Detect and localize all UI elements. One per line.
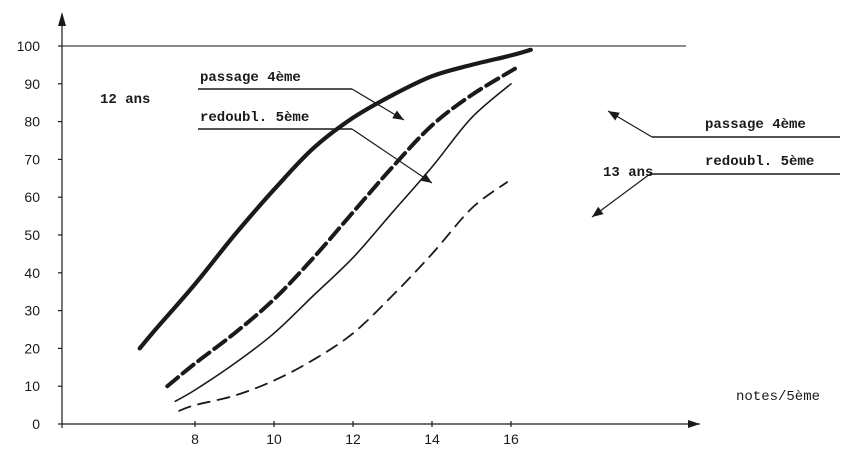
pointer-arrowhead (592, 206, 604, 217)
group-label-12-ans: 12 ans (100, 92, 150, 108)
pointer-arrowhead (608, 111, 620, 121)
x-tick-label: 12 (345, 431, 361, 447)
y-tick-label: 10 (24, 378, 40, 394)
series-passage-4eme-12ans (137, 47, 533, 351)
series-redoubl-5eme-12ans (165, 66, 517, 389)
pointer-arrowhead (392, 110, 404, 120)
y-tick-label: 0 (32, 416, 40, 432)
pointer-line (591, 173, 651, 218)
pointer-line (351, 128, 433, 184)
x-tick-label: 16 (503, 431, 519, 447)
label-redoubl-5eme-12ans: redoubl. 5ème (200, 110, 309, 126)
y-tick-label: 100 (17, 38, 41, 54)
series-redoubl-5eme-13ans (178, 181, 508, 412)
y-tick-label: 50 (24, 227, 40, 243)
y-tick-label: 40 (24, 265, 40, 281)
y-tick-label: 30 (24, 303, 40, 319)
x-tick-label: 8 (191, 431, 199, 447)
label-passage-4eme-13ans: passage 4ème (705, 117, 806, 133)
label-redoubl-5eme-13ans: redoubl. 5ème (705, 154, 814, 170)
pointer-arrowhead (420, 173, 432, 183)
x-tick-label: 10 (266, 431, 282, 447)
chart-series (137, 47, 533, 412)
x-axis-arrow (688, 420, 700, 428)
label-passage-4eme-12ans: passage 4ème (200, 70, 301, 86)
group-label-13-ans: 13 ans (603, 165, 653, 181)
y-tick-label: 70 (24, 151, 40, 167)
y-tick-label: 20 (24, 340, 40, 356)
chart-annotations: 12 ans 13 ans passage 4ème redoubl. 5ème pas… (100, 70, 840, 218)
y-tick-label: 80 (24, 114, 40, 130)
x-tick-label: 14 (424, 431, 440, 447)
chart-ticks: 0 10 20 30 40 50 60 70 80 90 100 8 10 12 14 16 notes/5èm… (17, 38, 820, 447)
y-axis-arrow (58, 12, 66, 26)
chart-axes (58, 12, 700, 428)
series-passage-4eme-13ans (174, 83, 512, 403)
x-axis-label: notes/5ème (736, 389, 820, 405)
y-tick-label: 90 (24, 76, 40, 92)
y-tick-label: 60 (24, 189, 40, 205)
